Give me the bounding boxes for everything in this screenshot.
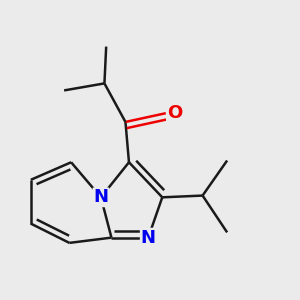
- Text: O: O: [167, 104, 182, 122]
- Text: N: N: [141, 229, 156, 247]
- Text: N: N: [93, 188, 108, 206]
